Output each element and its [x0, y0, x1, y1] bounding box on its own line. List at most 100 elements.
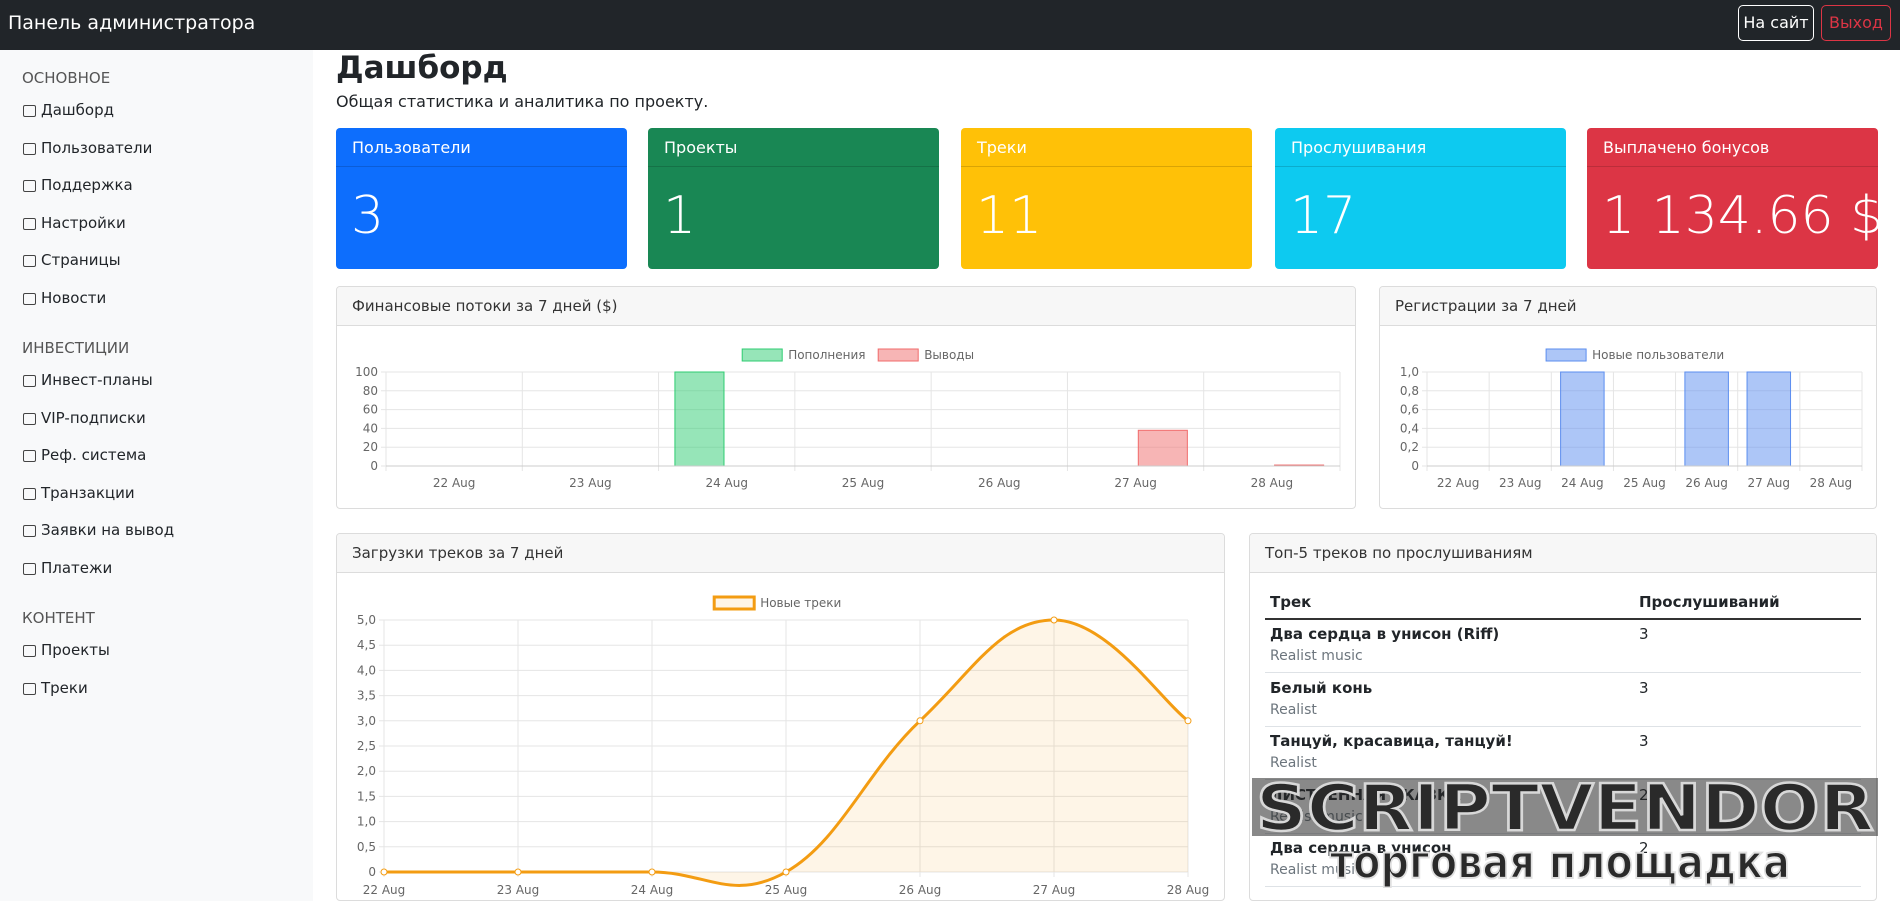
bar — [674, 371, 725, 467]
legend-swatch — [712, 595, 756, 611]
page-title: Дашборд — [336, 50, 508, 86]
y-tick-label: 2,5 — [357, 739, 376, 753]
panel: Регистрации за 7 дней 0 0,2 0,4 0,6 0,8 1,0 Нов… — [1379, 286, 1877, 509]
legend-swatch — [877, 348, 919, 362]
y-tick-label: 0 — [1411, 459, 1419, 473]
card-header — [648, 128, 939, 167]
x-tick-label: 28 Aug — [1167, 883, 1210, 897]
panel-header: Финансовые потоки за 7 дней ($) — [337, 287, 1355, 326]
x-tick-label: 23 Aug — [1499, 476, 1542, 490]
x-tick-label: 24 Aug — [631, 883, 674, 897]
bar — [1137, 429, 1188, 467]
track-title: Танцуй, красавица, танцуй! — [1270, 732, 1513, 750]
x-tick-label: 25 Aug — [842, 476, 885, 490]
track-title: Два сердца в унисон — [1270, 839, 1452, 857]
y-tick-label: 1,0 — [1400, 365, 1419, 379]
table-header: Прослушиваний — [1639, 593, 1780, 611]
stat-card: Пользователи 3 — [336, 128, 627, 269]
icon — [23, 412, 36, 425]
y-tick-label: 5,0 — [357, 613, 376, 627]
track-plays: 3 — [1639, 678, 1649, 697]
card-label: Треки — [977, 138, 1027, 157]
stat-card: Проекты 1 — [648, 128, 939, 269]
sidebar-section-title: КОНТЕНТ — [22, 609, 95, 627]
chart: 0 0,5 1,0 1,5 2,0 2,5 3,0 3,5 4,0 4,5 5,0 Новые тре… — [357, 595, 1210, 897]
sidebar-link[interactable]: Страницы — [41, 251, 121, 270]
icon — [23, 217, 36, 230]
sidebar-link[interactable]: Пользователи — [41, 138, 153, 157]
watermark-tagline: торговая площадка — [1330, 835, 1790, 888]
navbar: Панель администратора На сайт Выход — [0, 0, 1900, 50]
page-subtitle: Общая статистика и аналитика по проекту. — [336, 92, 709, 111]
sidebar-link[interactable]: Реф. система — [41, 446, 147, 465]
track-title: Два сердца в унисон (Riff) — [1270, 625, 1500, 643]
track-plays: 3 — [1639, 732, 1649, 750]
sidebar-link[interactable]: Инвест-планы — [41, 371, 153, 389]
sidebar-link[interactable]: VIP-подписки — [41, 408, 146, 427]
x-tick-label: 23 Aug — [497, 883, 540, 897]
sidebar-link[interactable]: Треки — [41, 678, 88, 697]
x-tick-label: 22 Aug — [433, 476, 476, 490]
x-tick-label: 26 Aug — [1685, 476, 1728, 490]
track-plays: 2 — [1639, 839, 1649, 857]
brand[interactable]: Панель администратора — [8, 12, 256, 34]
legend-swatch — [1545, 348, 1587, 362]
legend-label: Новые треки — [760, 596, 841, 610]
x-tick-label: 25 Aug — [765, 883, 808, 897]
x-tick-label: 25 Aug — [1623, 476, 1666, 490]
y-tick-label: 60 — [363, 403, 378, 417]
site-button[interactable]: На сайт — [1738, 5, 1814, 41]
panel: Загрузки треков за 7 дней 0 0,5 1,0 1,5 2,0 2,… — [336, 533, 1225, 901]
y-tick-label: 0,8 — [1400, 384, 1419, 398]
track-artist: Realist music — [1270, 648, 1363, 664]
y-tick-label: 100 — [355, 365, 378, 379]
point — [916, 717, 924, 725]
card-label: Выплачено бонусов — [1603, 138, 1770, 157]
y-tick-label: 0,6 — [1400, 403, 1419, 417]
sidebar-link[interactable]: Настройки — [41, 213, 126, 232]
sidebar-link[interactable]: Поддержка — [41, 176, 133, 195]
point — [782, 868, 790, 876]
bar — [1746, 371, 1792, 467]
x-tick-label: 28 Aug — [1251, 476, 1294, 490]
sidebar: ОСНОВНОЕ Дашборд Пользователи Поддержка Наст… — [0, 50, 313, 901]
icon — [23, 450, 36, 463]
sidebar-link[interactable]: Дашборд — [41, 101, 114, 119]
point — [514, 868, 522, 876]
sidebar-link[interactable]: Платежи — [41, 559, 113, 577]
icon — [23, 645, 36, 657]
y-tick-label: 80 — [363, 384, 378, 398]
x-tick-label: 22 Aug — [363, 883, 406, 897]
icon — [23, 293, 36, 305]
card-header — [336, 128, 627, 167]
panel-header: Загрузки треков за 7 дней — [337, 534, 1224, 573]
logout-button[interactable]: Выход — [1821, 5, 1891, 41]
icon — [23, 180, 36, 193]
stat-card: Треки 11 — [961, 128, 1252, 269]
sidebar-link[interactable]: Новости — [41, 289, 107, 307]
sidebar-link[interactable]: Транзакции — [41, 483, 135, 502]
y-tick-label: 3,0 — [357, 714, 376, 728]
legend-label: Выводы — [924, 348, 974, 362]
card-value: 1 134.66 $ — [1602, 186, 1884, 246]
y-tick-label: 1,5 — [357, 789, 376, 803]
stat-card: Прослушивания 17 — [1275, 128, 1566, 269]
x-tick-label: 28 Aug — [1810, 476, 1853, 490]
sidebar-link[interactable]: Проекты — [41, 641, 110, 659]
x-tick-label: 27 Aug — [1033, 883, 1076, 897]
track-artist: Realist — [1270, 755, 1317, 771]
watermark-brand: SCRIPTVENDOR — [1256, 776, 1874, 846]
bar — [1684, 371, 1729, 467]
point — [1184, 717, 1192, 725]
sidebar-section-title: ИНВЕСТИЦИИ — [22, 339, 130, 357]
legend-swatch — [741, 348, 783, 362]
y-tick-label: 0,2 — [1400, 440, 1419, 454]
y-tick-label: 20 — [363, 440, 378, 454]
legend-label: Новые пользователи — [1592, 348, 1724, 362]
x-tick-label: 24 Aug — [705, 476, 748, 490]
icon — [23, 487, 36, 500]
sidebar-link[interactable]: Заявки на вывод — [41, 521, 175, 540]
chart: 0 0,2 0,4 0,6 0,8 1,0 Новые пользователи 22 Aug… — [1400, 348, 1863, 490]
y-tick-label: 40 — [363, 421, 378, 435]
